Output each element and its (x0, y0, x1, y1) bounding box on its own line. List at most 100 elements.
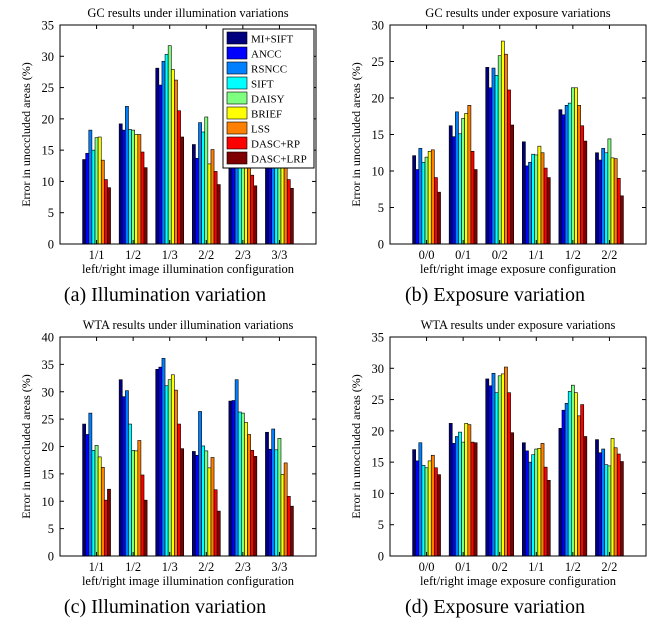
bar (201, 445, 206, 557)
y-tick-label: 20 (372, 92, 385, 106)
bar (577, 105, 581, 245)
x-tick-label: 1/2 (125, 248, 141, 262)
legend-swatch (226, 121, 248, 135)
bar (107, 488, 111, 557)
bar (204, 116, 209, 245)
x-tick-label: 2/2 (198, 560, 214, 574)
bar (528, 161, 532, 245)
y-tick-label: 35 (372, 331, 385, 345)
plot-frame (59, 24, 317, 245)
bar (280, 156, 285, 245)
bar (137, 440, 142, 557)
bar (82, 423, 86, 557)
bar (167, 45, 172, 245)
bar (250, 450, 255, 557)
bar (250, 174, 255, 245)
bar (616, 178, 621, 245)
bar (137, 134, 142, 245)
bar (448, 125, 453, 245)
bar (455, 111, 459, 245)
bar (558, 428, 563, 557)
legend-label: LSS (251, 124, 270, 136)
bar (620, 195, 624, 245)
x-tick-label: 0/0 (419, 248, 435, 262)
bar (558, 109, 563, 245)
bar (140, 474, 145, 557)
caption-b: (b) Exposure variation (405, 284, 585, 306)
x-tick-label: 2/3 (235, 560, 251, 574)
bar (265, 431, 269, 557)
y-axis-label: Error in unoccluded areas (%) (349, 62, 363, 207)
y-tick-label: 25 (42, 81, 55, 95)
bar (85, 152, 90, 245)
bar (467, 105, 472, 245)
bar (118, 379, 123, 557)
bar (91, 149, 96, 245)
bar (290, 505, 294, 557)
bar (155, 67, 160, 245)
bar (82, 159, 86, 245)
bar (88, 129, 93, 245)
bar (128, 129, 132, 245)
bar (125, 390, 129, 557)
bar (213, 171, 218, 245)
legend-label: DAISY (251, 94, 285, 106)
bar (620, 461, 624, 557)
bar (451, 443, 456, 557)
bar (128, 423, 132, 557)
bar (418, 442, 423, 557)
bar (253, 185, 258, 245)
y-tick-label: 20 (42, 112, 55, 126)
bar (207, 163, 212, 245)
bar (104, 179, 108, 245)
bar (237, 411, 242, 557)
bar (583, 140, 588, 245)
bar (488, 87, 493, 245)
bar (274, 449, 279, 557)
bar (131, 129, 135, 245)
bar (510, 124, 515, 245)
chart-title: WTA results under exposure variations (421, 318, 616, 332)
bar (598, 159, 602, 245)
caption-c: (c) Illumination variation (63, 596, 267, 618)
bar (561, 409, 566, 557)
bar (195, 454, 199, 557)
x-tick-label: 0/2 (492, 248, 508, 262)
bar (485, 378, 490, 557)
bar (195, 157, 199, 245)
bar (491, 67, 496, 245)
caption-a: (a) Illumination variation (63, 284, 267, 306)
bar (415, 460, 420, 557)
bar (494, 392, 499, 557)
bar (521, 442, 526, 557)
bar (85, 434, 90, 557)
x-tick-label: 0/0 (419, 560, 435, 574)
bar (121, 129, 126, 245)
y-tick-label: 5 (378, 201, 384, 215)
legend-swatch (226, 31, 248, 45)
bar (574, 87, 578, 245)
bar (528, 461, 532, 557)
bar (104, 499, 108, 557)
x-axis-label: left/right image illumination configurat… (82, 262, 295, 276)
bar (461, 118, 465, 245)
y-tick-label: 15 (42, 467, 55, 481)
bar (595, 152, 599, 245)
bar (607, 138, 612, 245)
bar (94, 137, 99, 245)
y-tick-label: 0 (378, 550, 384, 564)
bar (143, 499, 148, 557)
bar (598, 452, 602, 557)
bar (525, 165, 529, 245)
x-axis-label: left/right image exposure configuration (420, 574, 617, 588)
bar (534, 154, 539, 245)
legend-swatch (226, 136, 248, 150)
bar (437, 474, 441, 557)
bar (500, 373, 505, 557)
bar (88, 412, 93, 557)
bar (424, 467, 429, 557)
y-tick-label: 0 (48, 550, 54, 564)
bar (430, 149, 435, 245)
y-tick-label: 35 (42, 358, 55, 372)
bar (561, 114, 566, 245)
